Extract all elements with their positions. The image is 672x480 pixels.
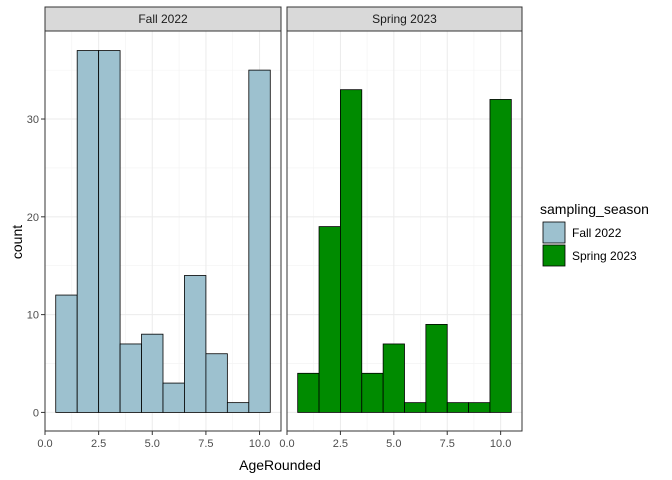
x-tick-label: 2.5 (91, 438, 106, 450)
legend-swatch (542, 244, 566, 267)
legend-label: Spring 2023 (572, 249, 637, 263)
x-tick-label: 5.0 (145, 438, 160, 450)
y-tick-label: 0 (33, 407, 39, 419)
histogram-bar (361, 372, 384, 413)
histogram-bar (446, 402, 469, 413)
histogram-bar (297, 372, 320, 413)
legend-swatch (542, 221, 566, 244)
y-axis-title: count (9, 225, 25, 259)
panel-border (44, 30, 282, 432)
histogram-bar (404, 402, 427, 413)
x-tick-label: 0.0 (279, 438, 294, 450)
y-tick-label: 20 (27, 212, 39, 224)
histogram-bar (340, 89, 363, 413)
x-tick-label: 5.0 (386, 438, 401, 450)
histogram-bar (489, 99, 512, 413)
y-axis: 0 10 20 30 (27, 114, 45, 419)
histogram-bar (119, 343, 142, 413)
histogram-bar (468, 402, 491, 413)
histogram-bar (55, 294, 78, 413)
x-tick-label: 7.5 (440, 438, 455, 450)
facet-strip-label: Fall 2022 (138, 12, 188, 26)
histogram-bar (425, 323, 448, 413)
legend-label: Fall 2022 (572, 226, 622, 240)
facet-strip (286, 6, 523, 32)
x-tick-label: 7.5 (198, 438, 213, 450)
histogram-bar (226, 402, 250, 413)
x-tick-label: 2.5 (333, 438, 348, 450)
x-axis-title: AgeRounded (239, 457, 321, 473)
legend: sampling_season Fall 2022 Spring 2023 (540, 201, 649, 267)
histogram-bar (382, 343, 405, 413)
histogram-bar (184, 275, 207, 413)
legend-title: sampling_season (540, 201, 649, 217)
histogram-bar (205, 353, 228, 413)
histogram-bar (76, 50, 100, 413)
histogram-bar (162, 382, 185, 413)
histogram-bar (248, 69, 271, 413)
x-tick-label: 10.0 (249, 438, 270, 450)
facet-strip (44, 6, 282, 32)
histogram-bar (141, 333, 164, 413)
histogram-bar (98, 50, 121, 413)
y-tick-label: 30 (27, 114, 39, 126)
x-tick-label: 0.0 (37, 438, 52, 450)
x-tick-label: 10.0 (490, 438, 511, 450)
histogram-bar (318, 226, 341, 413)
panel-border (286, 30, 523, 432)
facet-panel: Spring 2023 0.0 2.5 5.0 7.5 10.0 (279, 6, 523, 450)
facet-panels: Fall 2022 0.0 2.5 5.0 7.5 10.0 Spring 2023 0.0 2… (37, 6, 523, 450)
facet-panel: Fall 2022 0.0 2.5 5.0 7.5 10.0 (37, 6, 282, 450)
facet-strip-label: Spring 2023 (372, 12, 437, 26)
y-tick-label: 10 (27, 310, 39, 322)
